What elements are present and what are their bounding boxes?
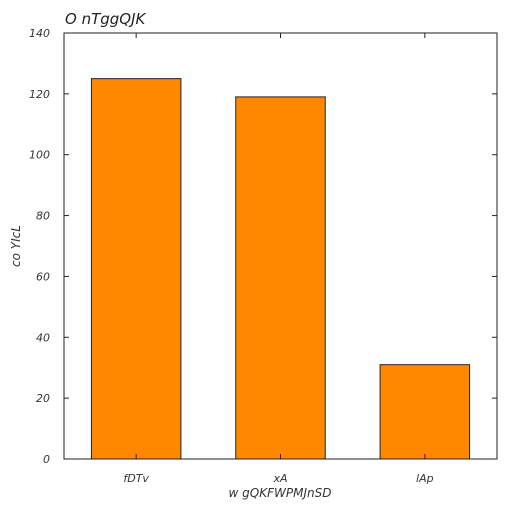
bar-fDTv	[90, 78, 182, 460]
y-tick-label: 140	[29, 27, 50, 40]
y-tick-label: 40	[36, 331, 50, 344]
y-tick-label: 100	[29, 149, 50, 162]
y-tick-label: 20	[36, 392, 50, 405]
x-axis-label: w gQKFWPMJnSD	[229, 486, 332, 500]
y-tick-label: 80	[36, 210, 50, 223]
y-tick-label: 60	[36, 270, 50, 283]
y-tick-label: 120	[29, 88, 50, 101]
bar-xA	[235, 96, 326, 460]
bar-lAp	[379, 364, 471, 460]
chart-title: O nTggQJK	[65, 10, 147, 28]
x-axis: fDTv xA lAp	[123, 33, 434, 485]
bars-group	[90, 78, 471, 460]
x-tick-label: lAp	[416, 472, 434, 485]
y-axis-label: co YIcL	[9, 225, 23, 267]
x-tick-label: fDTv	[123, 472, 149, 485]
y-axis: 0 20 40 60 80 100 120 140	[29, 27, 497, 466]
x-tick-label: xA	[272, 472, 287, 485]
y-tick-label: 0	[43, 453, 50, 466]
